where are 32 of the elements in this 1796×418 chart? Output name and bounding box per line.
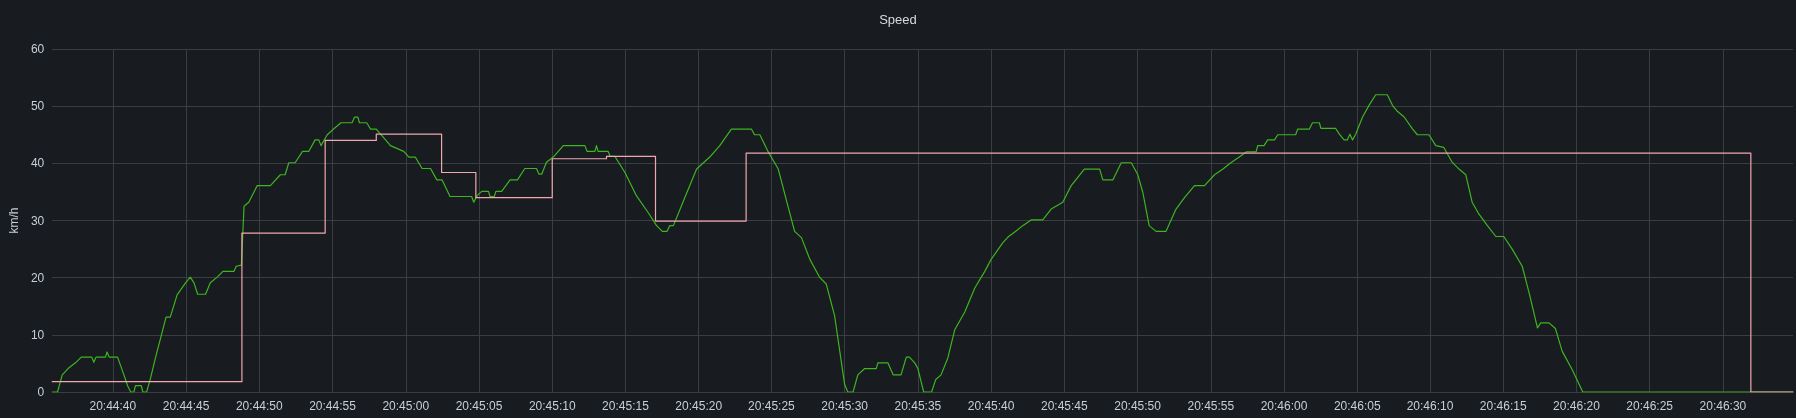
y-tick-label: 10 <box>30 327 45 342</box>
x-tick-label: 20:44:40 <box>89 399 137 413</box>
y-tick-label: 50 <box>30 99 45 114</box>
x-tick-label: 20:45:40 <box>967 399 1015 413</box>
y-tick-label: 20 <box>30 270 45 285</box>
x-tick-label: 20:44:50 <box>235 399 283 413</box>
x-tick-label: 20:46:05 <box>1333 399 1381 413</box>
x-tick-label: 20:46:15 <box>1479 399 1527 413</box>
x-tick-label: 20:45:50 <box>1114 399 1162 413</box>
x-tick-label: 20:44:55 <box>309 399 357 413</box>
x-tick-label: 20:46:30 <box>1699 399 1747 413</box>
x-tick-label: 20:45:05 <box>455 399 503 413</box>
x-tick-label: 20:45:25 <box>748 399 796 413</box>
x-tick-label: 20:45:20 <box>675 399 723 413</box>
x-tick-label: 20:44:45 <box>162 399 210 413</box>
x-tick-label: 20:45:30 <box>821 399 869 413</box>
y-tick-label: 60 <box>30 42 45 56</box>
x-tick-label: 20:46:00 <box>1260 399 1308 413</box>
x-tick-label: 20:46:20 <box>1553 399 1601 413</box>
x-tick-label: 20:45:10 <box>528 399 576 413</box>
chart-title: Speed <box>879 12 917 27</box>
x-tick-label: 20:46:25 <box>1626 399 1674 413</box>
x-tick-label: 20:45:45 <box>1040 399 1089 413</box>
x-tick-label: 20:45:35 <box>894 399 942 413</box>
x-tick-label: 20:45:00 <box>382 399 430 413</box>
x-tick-label: 20:46:10 <box>1406 399 1454 413</box>
y-tick-label: 40 <box>30 156 45 171</box>
x-tick-label: 20:45:55 <box>1187 399 1235 413</box>
y-tick-label: 0 <box>37 385 45 399</box>
y-tick-label: 30 <box>30 213 45 228</box>
y-axis-title: km/h <box>7 207 21 234</box>
x-tick-label: 20:45:15 <box>602 399 650 413</box>
